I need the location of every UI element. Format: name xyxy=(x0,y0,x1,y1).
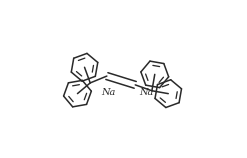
Text: Na: Na xyxy=(102,88,116,97)
Text: Na: Na xyxy=(139,88,153,97)
